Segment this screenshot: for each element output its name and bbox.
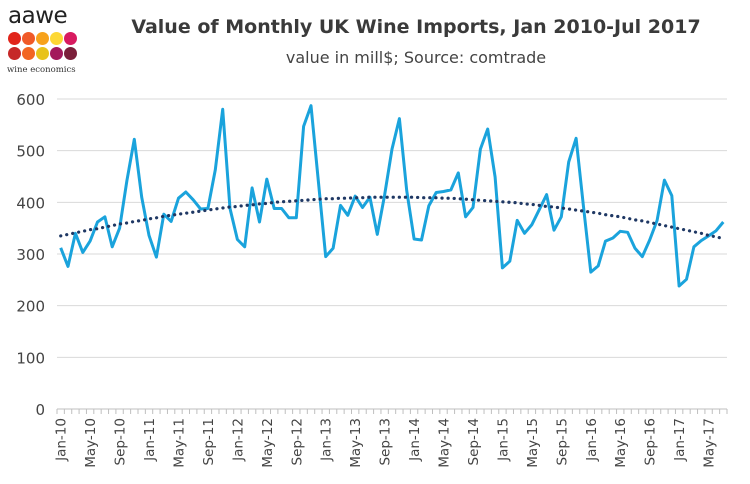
logo-dots xyxy=(8,32,78,66)
x-tick-label: Jan-14 xyxy=(407,418,423,462)
x-tick-label: May-15 xyxy=(525,418,541,468)
logo-dot xyxy=(36,32,49,45)
x-tick-label: Sep-16 xyxy=(643,418,659,466)
x-tick-label: May-12 xyxy=(260,418,276,468)
x-tick-label: Jan-13 xyxy=(319,418,335,462)
x-tick-label: Sep-12 xyxy=(289,418,305,466)
chart-subtitle: value in mill$; Source: comtrade xyxy=(285,48,547,67)
x-tick-label: May-11 xyxy=(171,418,187,468)
logo-dot xyxy=(8,47,21,60)
series-group xyxy=(59,104,725,288)
x-axis: Jan-10 May-10 Sep-10 Jan-11 May-11 Sep-11 Jan-… xyxy=(54,408,728,468)
x-tick-label: Sep-10 xyxy=(113,418,129,466)
series-line-monthly-imports xyxy=(59,104,725,288)
x-tick-label: Sep-13 xyxy=(378,418,394,466)
x-tick-label: May-14 xyxy=(437,418,453,468)
logo-wordmark: aawe xyxy=(8,3,68,29)
logo-subtitle: wine economics xyxy=(7,65,76,75)
logo-dot xyxy=(8,32,21,45)
x-tick-label: May-16 xyxy=(613,418,629,468)
logo-dot xyxy=(22,32,35,45)
logo-dot xyxy=(64,32,77,45)
x-tick-label: Jan-11 xyxy=(142,418,158,462)
x-tick-label: Sep-15 xyxy=(554,418,570,466)
x-tick-label: May-17 xyxy=(702,418,718,468)
chart-title: Value of Monthly UK Wine Imports, Jan 20… xyxy=(131,16,701,38)
y-tick-label: 600 xyxy=(16,91,45,109)
x-tick-label: Sep-14 xyxy=(466,418,482,466)
series-line-trend xyxy=(59,195,725,241)
logo-dot xyxy=(22,47,35,60)
logo-dot xyxy=(36,47,49,60)
y-tick-label: 300 xyxy=(16,246,45,264)
y-tick-label: 0 xyxy=(35,401,45,419)
y-tick-label: 100 xyxy=(16,349,45,367)
logo-dot xyxy=(50,47,63,60)
x-tick-label: Sep-11 xyxy=(201,418,217,466)
logo-dot xyxy=(64,47,77,60)
y-tick-label: 200 xyxy=(16,298,45,316)
x-tick-label: Jan-12 xyxy=(230,418,246,462)
x-tick-label: Jan-10 xyxy=(54,418,70,462)
y-tick-label: 500 xyxy=(16,143,45,161)
x-tick-label: Jan-15 xyxy=(495,418,511,462)
gridlines xyxy=(57,98,727,358)
x-tick-label: May-13 xyxy=(348,418,364,468)
aawe-logo: aawe wine economics xyxy=(6,4,80,76)
y-axis: 0 100 200 300 400 500 600 xyxy=(16,91,45,419)
x-tick-label: Jan-16 xyxy=(584,418,600,462)
logo-dot xyxy=(50,32,63,45)
x-tick-label: Jan-17 xyxy=(672,418,688,462)
x-tick-label: May-10 xyxy=(83,418,99,468)
y-tick-label: 400 xyxy=(16,194,45,212)
